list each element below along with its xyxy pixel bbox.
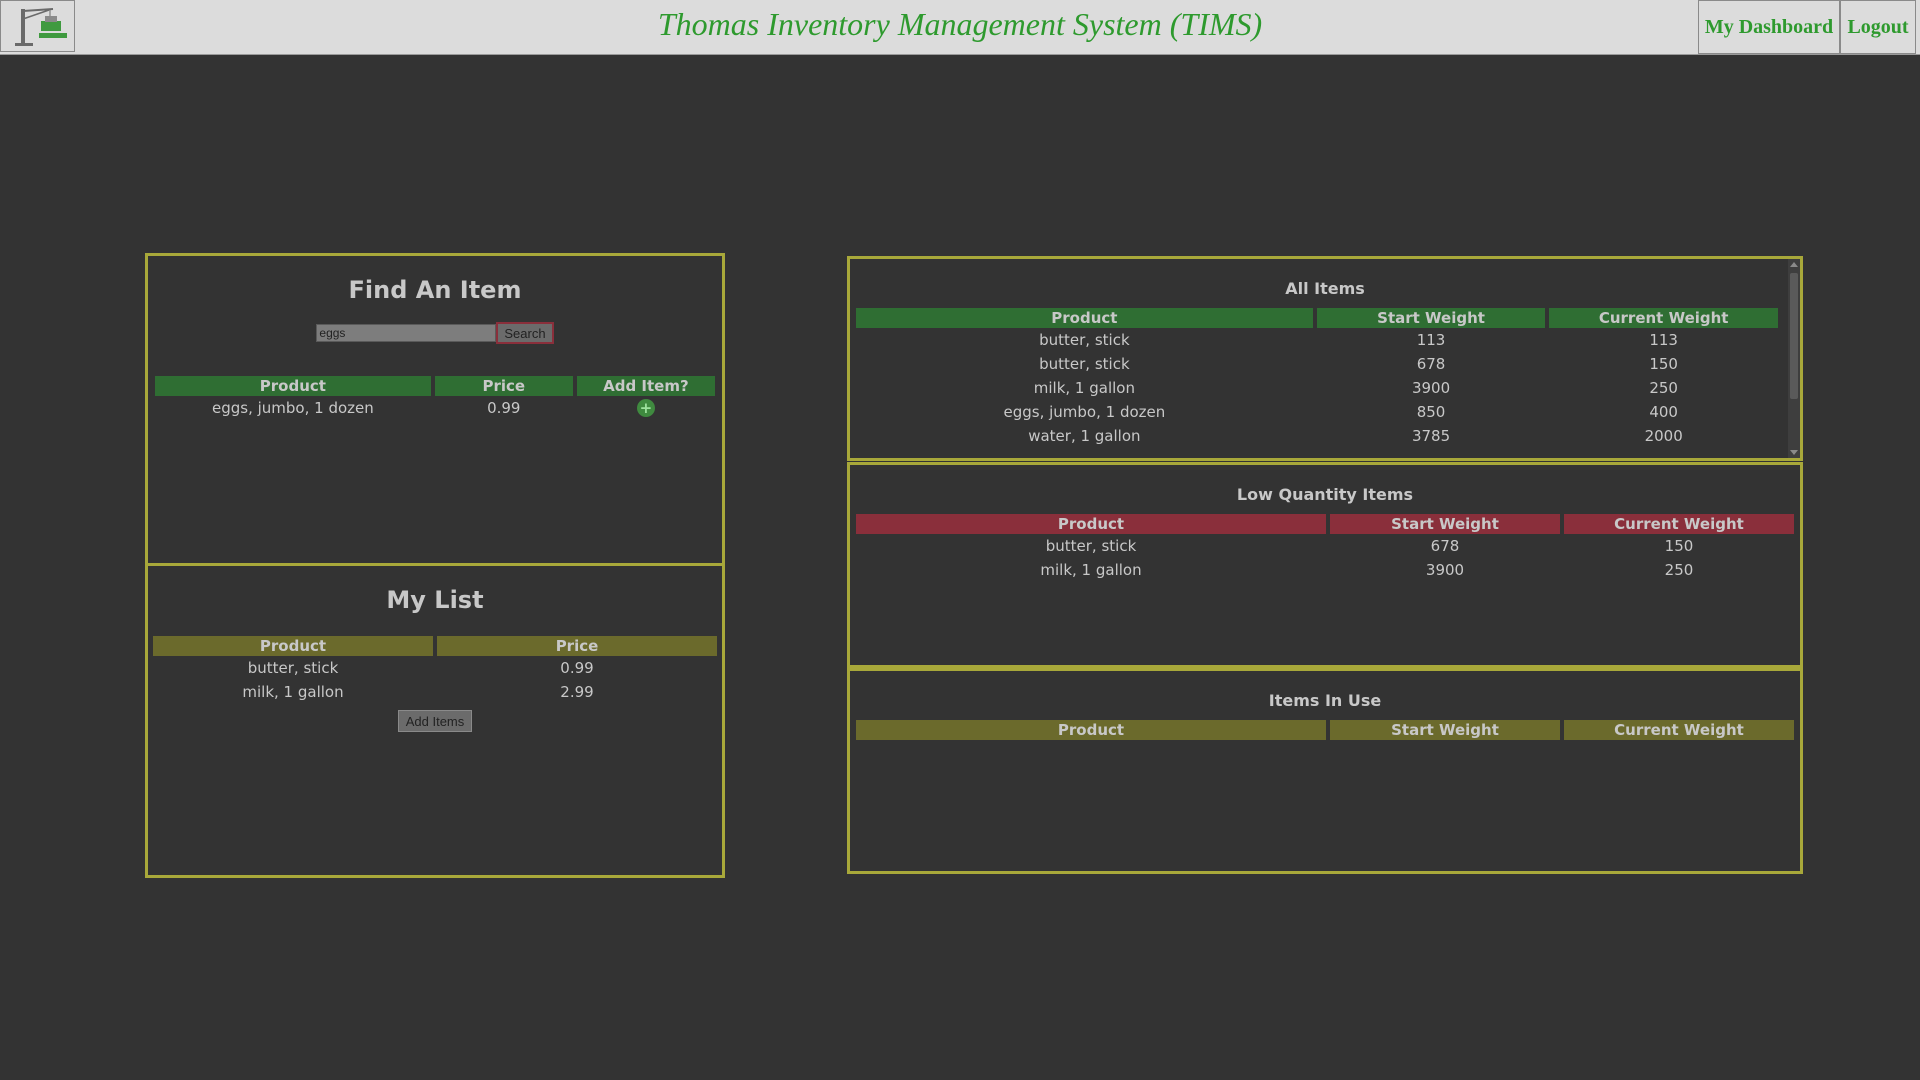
- search-input[interactable]: [316, 324, 497, 342]
- table-row: milk, 1 gallon 3900 250: [856, 558, 1794, 582]
- all-items-scrollbar[interactable]: [1788, 259, 1800, 458]
- cell-current-weight: 250: [1649, 379, 1678, 397]
- cell-product: butter, stick: [1045, 537, 1137, 555]
- cell-product: eggs, jumbo, 1 dozen: [1003, 403, 1166, 421]
- cell-start-weight: 113: [1416, 331, 1446, 349]
- column-header-product: Product: [856, 514, 1326, 534]
- items-in-use-title: Items In Use: [1268, 691, 1382, 710]
- add-item-cell: +: [577, 396, 715, 420]
- table-row: butter, stick 678 150: [856, 352, 1778, 376]
- cell-start-weight: 678: [1416, 355, 1446, 373]
- find-item-panel: Find An Item Search Product Price Add It…: [145, 253, 725, 566]
- cell-start-weight: 3900: [1425, 561, 1465, 579]
- cell-start-weight: 850: [1416, 403, 1446, 421]
- cell-current-weight: 150: [1664, 537, 1694, 555]
- column-header-price: Price: [434, 376, 573, 396]
- result-price: 0.99: [487, 399, 521, 417]
- cell-current-weight: 250: [1664, 561, 1694, 579]
- items-in-use-table: Product Start Weight Current Weight: [852, 720, 1798, 740]
- column-header-product: Product: [153, 636, 433, 656]
- list-price: 2.99: [560, 683, 594, 701]
- column-header-price: Price: [437, 636, 717, 656]
- table-row: eggs, jumbo, 1 dozen 850 400: [856, 400, 1778, 424]
- result-product: eggs, jumbo, 1 dozen: [211, 399, 374, 417]
- all-items-panel: All Items Product Start Weight Current W…: [847, 256, 1803, 461]
- list-product: milk, 1 gallon: [242, 683, 344, 701]
- column-header-start-weight: Start Weight: [1330, 720, 1560, 740]
- column-header-start-weight: Start Weight: [1330, 514, 1560, 534]
- crane-logo-icon: [15, 8, 67, 46]
- logout-button[interactable]: Logout: [1840, 0, 1916, 54]
- table-row: butter, stick 678 150: [856, 534, 1794, 558]
- cell-start-weight: 3900: [1411, 379, 1451, 397]
- cell-current-weight: 400: [1649, 403, 1678, 421]
- cell-current-weight: 150: [1649, 355, 1678, 373]
- app-title: Thomas Inventory Management System (TIMS…: [657, 6, 1263, 42]
- table-row: eggs, jumbo, 1 dozen 0.99 +: [155, 396, 715, 420]
- cell-product: butter, stick: [1039, 331, 1130, 349]
- search-row: Search: [148, 322, 722, 344]
- tims-logo[interactable]: [0, 0, 75, 52]
- table-row: milk, 1 gallon 3900 250: [856, 376, 1778, 400]
- cell-product: butter, stick: [1039, 355, 1130, 373]
- table-row: water, 1 gallon 3785 2000: [856, 424, 1778, 448]
- column-header-product: Product: [856, 308, 1313, 328]
- find-item-title: Find An Item: [348, 276, 522, 304]
- my-list-title: My List: [386, 586, 484, 614]
- top-header: Thomas Inventory Management System (TIMS…: [0, 0, 1920, 55]
- my-list-panel: My List Product Price butter, stick 0.99…: [145, 563, 725, 878]
- search-results-table: Product Price Add Item? eggs, jumbo, 1 d…: [151, 376, 719, 420]
- my-dashboard-button[interactable]: My Dashboard: [1698, 0, 1840, 54]
- my-list-table: Product Price butter, stick 0.99 milk, 1…: [149, 636, 721, 704]
- table-row: butter, stick 113 113: [856, 328, 1778, 352]
- cell-product: milk, 1 gallon: [1040, 561, 1142, 579]
- column-header-current-weight: Current Weight: [1564, 720, 1794, 740]
- add-items-button[interactable]: Add Items: [397, 710, 473, 732]
- column-header-product: Product: [856, 720, 1326, 740]
- low-quantity-table: Product Start Weight Current Weight butt…: [852, 514, 1798, 582]
- all-items-title: All Items: [1285, 279, 1365, 298]
- column-header-add-item: Add Item?: [576, 376, 715, 396]
- cell-current-weight: 113: [1649, 331, 1678, 349]
- search-button[interactable]: Search: [496, 322, 554, 344]
- scroll-thumb[interactable]: [1790, 273, 1798, 399]
- cell-start-weight: 3785: [1411, 427, 1451, 445]
- cell-product: water, 1 gallon: [1028, 427, 1141, 445]
- cell-current-weight: 2000: [1644, 427, 1683, 445]
- list-product: butter, stick: [247, 659, 339, 677]
- column-header-product: Product: [155, 376, 431, 396]
- cell-product: milk, 1 gallon: [1033, 379, 1135, 397]
- list-price: 0.99: [560, 659, 594, 677]
- column-header-current-weight: Current Weight: [1549, 308, 1778, 328]
- scroll-down-arrow-icon[interactable]: [1790, 450, 1798, 455]
- all-items-table: Product Start Weight Current Weight butt…: [852, 308, 1782, 448]
- low-quantity-panel: Low Quantity Items Product Start Weight …: [847, 462, 1803, 668]
- low-quantity-title: Low Quantity Items: [1236, 485, 1414, 504]
- table-row: milk, 1 gallon 2.99: [153, 680, 717, 704]
- column-header-start-weight: Start Weight: [1316, 308, 1546, 328]
- items-in-use-panel: Items In Use Product Start Weight Curren…: [847, 668, 1803, 874]
- table-row: butter, stick 0.99: [153, 656, 717, 680]
- column-header-current-weight: Current Weight: [1564, 514, 1794, 534]
- add-circle-icon[interactable]: +: [636, 399, 655, 417]
- cell-start-weight: 678: [1430, 537, 1460, 555]
- scroll-up-arrow-icon[interactable]: [1790, 262, 1798, 267]
